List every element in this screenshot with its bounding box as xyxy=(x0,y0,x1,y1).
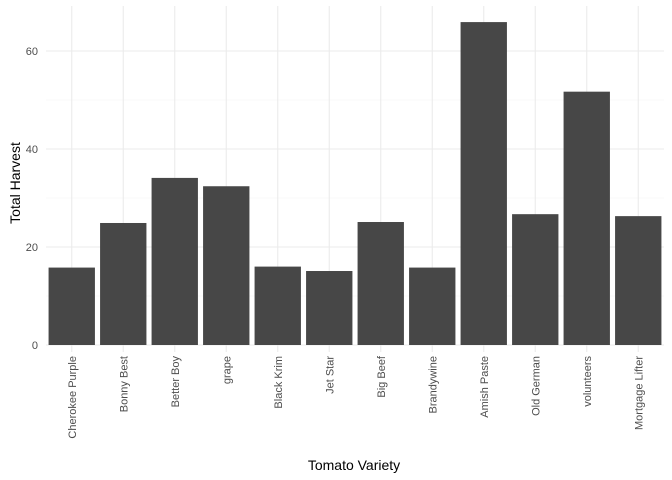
bar xyxy=(203,186,250,345)
x-tick-label: Cherokee Purple xyxy=(67,356,79,439)
bar xyxy=(512,214,559,345)
x-tick-label: Black Krim xyxy=(273,356,285,409)
x-tick-label: Better Boy xyxy=(170,356,182,408)
y-axis-title: Total Harvest xyxy=(7,142,23,224)
bar xyxy=(48,267,95,345)
x-tick-label: Mortgage Lifter xyxy=(633,356,645,430)
x-tick-label: Big Beef xyxy=(376,355,388,398)
x-axis-title: Tomato Variety xyxy=(308,457,400,473)
bars xyxy=(48,22,662,346)
x-axis-ticks: Cherokee Purple Bonny Best Better Boy grape… xyxy=(67,355,646,438)
bar xyxy=(100,222,147,345)
x-tick-label: Old German xyxy=(530,356,542,416)
y-tick-label: 0 xyxy=(32,340,38,352)
bar xyxy=(460,22,507,346)
y-tick-label: 20 xyxy=(26,242,38,254)
y-tick-label: 60 xyxy=(26,46,38,58)
bar xyxy=(306,271,353,345)
bar xyxy=(151,177,198,345)
bar xyxy=(563,91,610,345)
bar xyxy=(409,267,456,345)
x-tick-label: Jet Star xyxy=(324,356,336,394)
x-tick-label: Brandywine xyxy=(427,356,439,413)
x-tick-label: Bonny Best xyxy=(118,356,130,412)
bar xyxy=(615,216,662,345)
bar xyxy=(357,222,404,345)
x-tick-label: volunteers xyxy=(582,356,594,407)
bar xyxy=(254,266,301,345)
y-axis-ticks: 0 20 40 60 xyxy=(26,46,38,352)
x-tick-label: Amish Paste xyxy=(479,356,491,418)
y-tick-label: 40 xyxy=(26,144,38,156)
x-tick-label: grape xyxy=(221,356,233,384)
